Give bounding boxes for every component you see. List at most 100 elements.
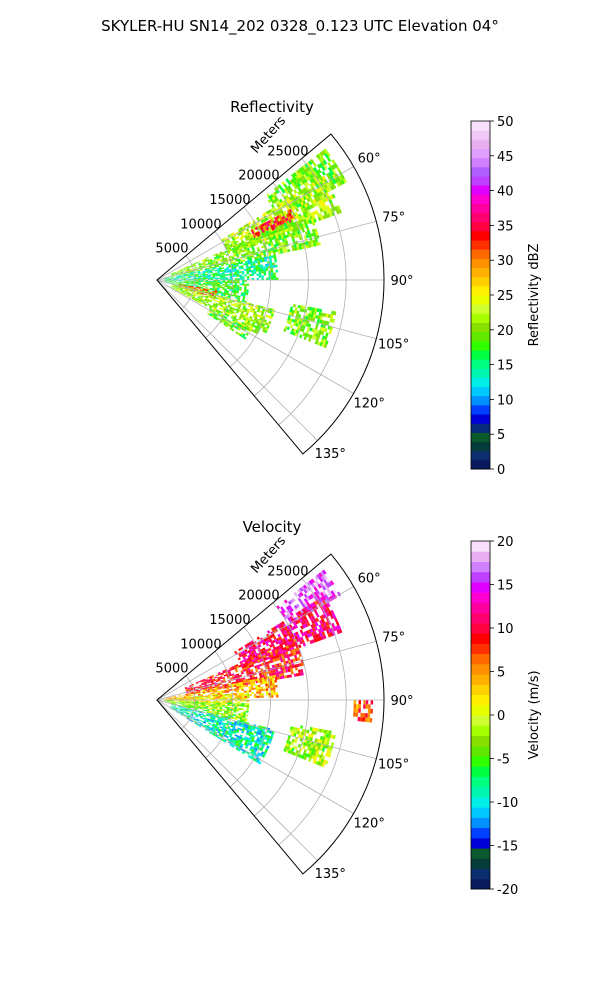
radar-cell <box>239 248 243 252</box>
radar-cell <box>190 270 193 273</box>
radar-cell <box>208 681 212 684</box>
radar-cell <box>181 284 185 286</box>
radar-cell <box>276 204 281 208</box>
radar-cell <box>233 235 237 239</box>
radar-cell <box>234 308 238 311</box>
azimuth-tick-label: 90° <box>390 694 413 709</box>
colorbar-segment <box>471 571 490 583</box>
radar-cell <box>210 697 213 699</box>
radar-cell <box>229 668 233 671</box>
radar-cell <box>249 727 253 731</box>
radar-cell <box>247 260 251 263</box>
radar-cell <box>274 226 279 230</box>
radar-cell <box>307 613 312 618</box>
radar-cell <box>277 645 281 649</box>
radar-cell <box>238 685 242 688</box>
radar-cell <box>322 569 327 575</box>
radar-cell <box>289 665 293 669</box>
radar-cell <box>208 295 211 297</box>
radar-cell <box>305 610 310 615</box>
radar-cell <box>169 281 172 282</box>
radar-cell <box>210 704 213 706</box>
radar-cell <box>185 704 189 706</box>
radar-cell <box>215 704 218 706</box>
radar-cell <box>268 209 272 213</box>
radar-cell <box>235 310 239 314</box>
radar-cell <box>218 303 221 307</box>
radar-cell <box>245 312 249 316</box>
radar-cell <box>326 741 330 746</box>
radar-cell <box>270 207 274 212</box>
radar-cell <box>294 247 298 251</box>
radar-cell <box>183 284 186 286</box>
radar-cell <box>190 692 193 694</box>
colorbar-tick-label: 25 <box>497 289 514 304</box>
radar-cell <box>289 324 294 329</box>
radar-cell <box>222 281 226 283</box>
radar-cell <box>181 703 184 705</box>
radar-cell <box>216 264 219 266</box>
radar-cell <box>208 262 211 265</box>
radar-cell <box>186 283 189 284</box>
radar-cell <box>302 200 307 205</box>
radar-cell <box>264 674 268 678</box>
radar-cell <box>278 236 282 241</box>
radar-cell <box>245 223 249 227</box>
radar-cell <box>314 228 318 233</box>
radar-cell <box>292 621 297 626</box>
radar-cell <box>269 738 273 742</box>
radar-cell <box>303 584 308 589</box>
radar-cell <box>202 261 206 263</box>
radar-cell <box>212 717 216 720</box>
radar-cell <box>296 634 301 639</box>
radar-cell <box>198 263 201 266</box>
radar-cell <box>181 712 184 715</box>
radar-cell <box>313 591 319 596</box>
radar-cell <box>263 273 267 276</box>
radar-cell <box>234 237 238 240</box>
radar-cell <box>298 314 302 318</box>
radar-cell <box>331 318 335 323</box>
radar-cell <box>278 662 282 666</box>
radar-cell <box>277 640 282 644</box>
radar-cell <box>260 268 264 272</box>
radar-cell <box>230 241 234 244</box>
colorbar-segment <box>471 796 490 808</box>
radar-cell <box>243 322 247 326</box>
radar-cell <box>304 163 309 168</box>
radar-cell <box>312 232 317 237</box>
radar-cell <box>236 691 240 694</box>
radar-cell <box>303 598 308 603</box>
radar-cell <box>227 285 230 288</box>
radar-cell <box>298 243 302 247</box>
radar-cell <box>280 250 284 254</box>
radar-cell <box>216 674 219 677</box>
radar-cell <box>216 316 219 320</box>
radar-cell <box>235 670 239 673</box>
radar-cell <box>234 320 238 323</box>
radar-cell <box>266 630 271 634</box>
radar-cell <box>310 751 314 756</box>
radar-cell <box>314 745 319 750</box>
radar-cell <box>217 288 220 291</box>
radar-cell <box>188 695 191 697</box>
radar-cell <box>234 706 237 708</box>
radar-cell <box>228 672 232 675</box>
radar-cell <box>223 722 227 726</box>
radar-cell <box>194 712 197 715</box>
radar-cell <box>197 272 201 274</box>
radar-cell <box>304 216 309 221</box>
radar-cell <box>300 166 305 171</box>
radar-cell <box>353 700 357 705</box>
radar-cell <box>215 703 218 705</box>
radar-cell <box>310 313 314 318</box>
radar-cell <box>179 710 182 713</box>
panel-velocity: Velocity500010000150002000025000Meters60… <box>155 518 542 898</box>
radar-cell <box>216 713 219 716</box>
radar-cell <box>172 287 175 290</box>
radar-cell <box>191 702 194 704</box>
radar-cell <box>325 332 329 337</box>
radar-cell <box>306 244 310 249</box>
